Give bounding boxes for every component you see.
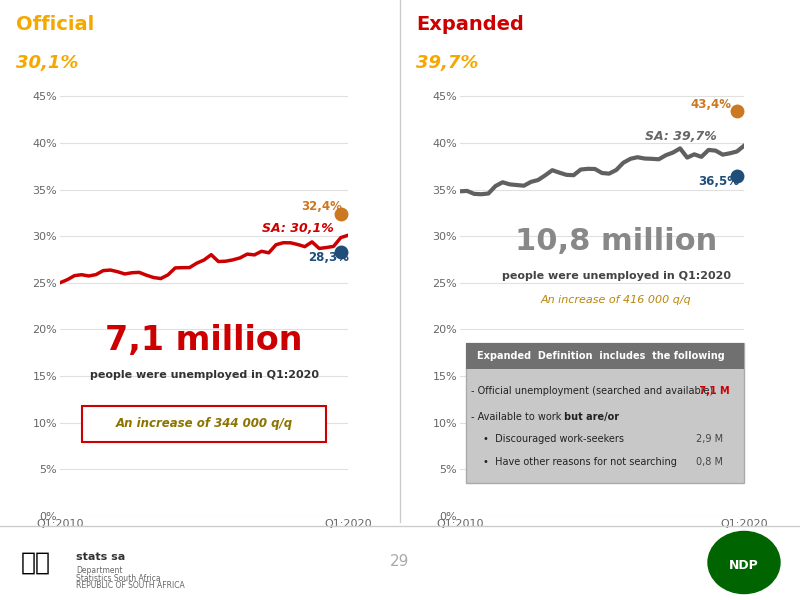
Text: 10,8 million: 10,8 million bbox=[515, 227, 718, 256]
Text: 🇿🇦: 🇿🇦 bbox=[21, 551, 51, 575]
Text: 36,5%: 36,5% bbox=[698, 175, 739, 188]
FancyBboxPatch shape bbox=[466, 343, 744, 484]
Text: 7,1 million: 7,1 million bbox=[106, 324, 302, 357]
Text: REPUBLIC OF SOUTH AFRICA: REPUBLIC OF SOUTH AFRICA bbox=[76, 581, 185, 590]
Text: stats sa: stats sa bbox=[76, 552, 126, 562]
Text: 2,9 M: 2,9 M bbox=[696, 434, 723, 445]
Text: Unemployment Rate: Unemployment Rate bbox=[514, 15, 746, 34]
Text: Expanded: Expanded bbox=[416, 15, 524, 34]
Text: 29: 29 bbox=[390, 553, 410, 569]
Text: •  Discouraged work-seekers: • Discouraged work-seekers bbox=[482, 434, 624, 445]
Text: SA: 30,1%: SA: 30,1% bbox=[262, 221, 334, 235]
Text: 0,8 M: 0,8 M bbox=[696, 457, 722, 467]
Text: (+1,0 % Point Change Q/Q): (+1,0 % Point Change Q/Q) bbox=[94, 56, 288, 69]
Text: but are/or: but are/or bbox=[564, 412, 618, 422]
Text: Statistics South Africa: Statistics South Africa bbox=[76, 574, 161, 583]
Text: - Official unemployment (searched and available): - Official unemployment (searched and av… bbox=[471, 386, 714, 396]
Text: Official: Official bbox=[16, 15, 94, 34]
Text: 7,1 M: 7,1 M bbox=[696, 386, 730, 396]
Text: people were unemployed in Q1:2020: people were unemployed in Q1:2020 bbox=[90, 370, 318, 380]
FancyBboxPatch shape bbox=[466, 343, 744, 368]
Text: •  Have other reasons for not searching: • Have other reasons for not searching bbox=[482, 457, 677, 467]
Text: An increase of 416 000 q/q: An increase of 416 000 q/q bbox=[541, 295, 691, 305]
Text: An increase of 344 000 q/q: An increase of 344 000 q/q bbox=[115, 417, 293, 430]
Text: 30,1%: 30,1% bbox=[16, 53, 78, 71]
Text: 39,7%: 39,7% bbox=[416, 53, 478, 71]
Text: 43,4%: 43,4% bbox=[690, 98, 732, 110]
Text: SA: 39,7%: SA: 39,7% bbox=[645, 130, 716, 143]
Text: Department: Department bbox=[76, 566, 122, 575]
Text: people were unemployed in Q1:2020: people were unemployed in Q1:2020 bbox=[502, 271, 730, 281]
Text: Unemployment Rate: Unemployment Rate bbox=[108, 15, 339, 34]
Text: 32,4%: 32,4% bbox=[302, 200, 342, 213]
FancyBboxPatch shape bbox=[82, 406, 326, 442]
Text: Expanded  Definition  includes  the following: Expanded Definition includes the followi… bbox=[477, 351, 725, 361]
Text: (+1,0 % Point Change Q/Q): (+1,0 % Point Change Q/Q) bbox=[488, 56, 682, 69]
Text: - Available to work: - Available to work bbox=[471, 412, 565, 422]
Text: 28,3%: 28,3% bbox=[308, 251, 350, 265]
Circle shape bbox=[708, 532, 780, 593]
Text: NDP: NDP bbox=[729, 559, 759, 572]
